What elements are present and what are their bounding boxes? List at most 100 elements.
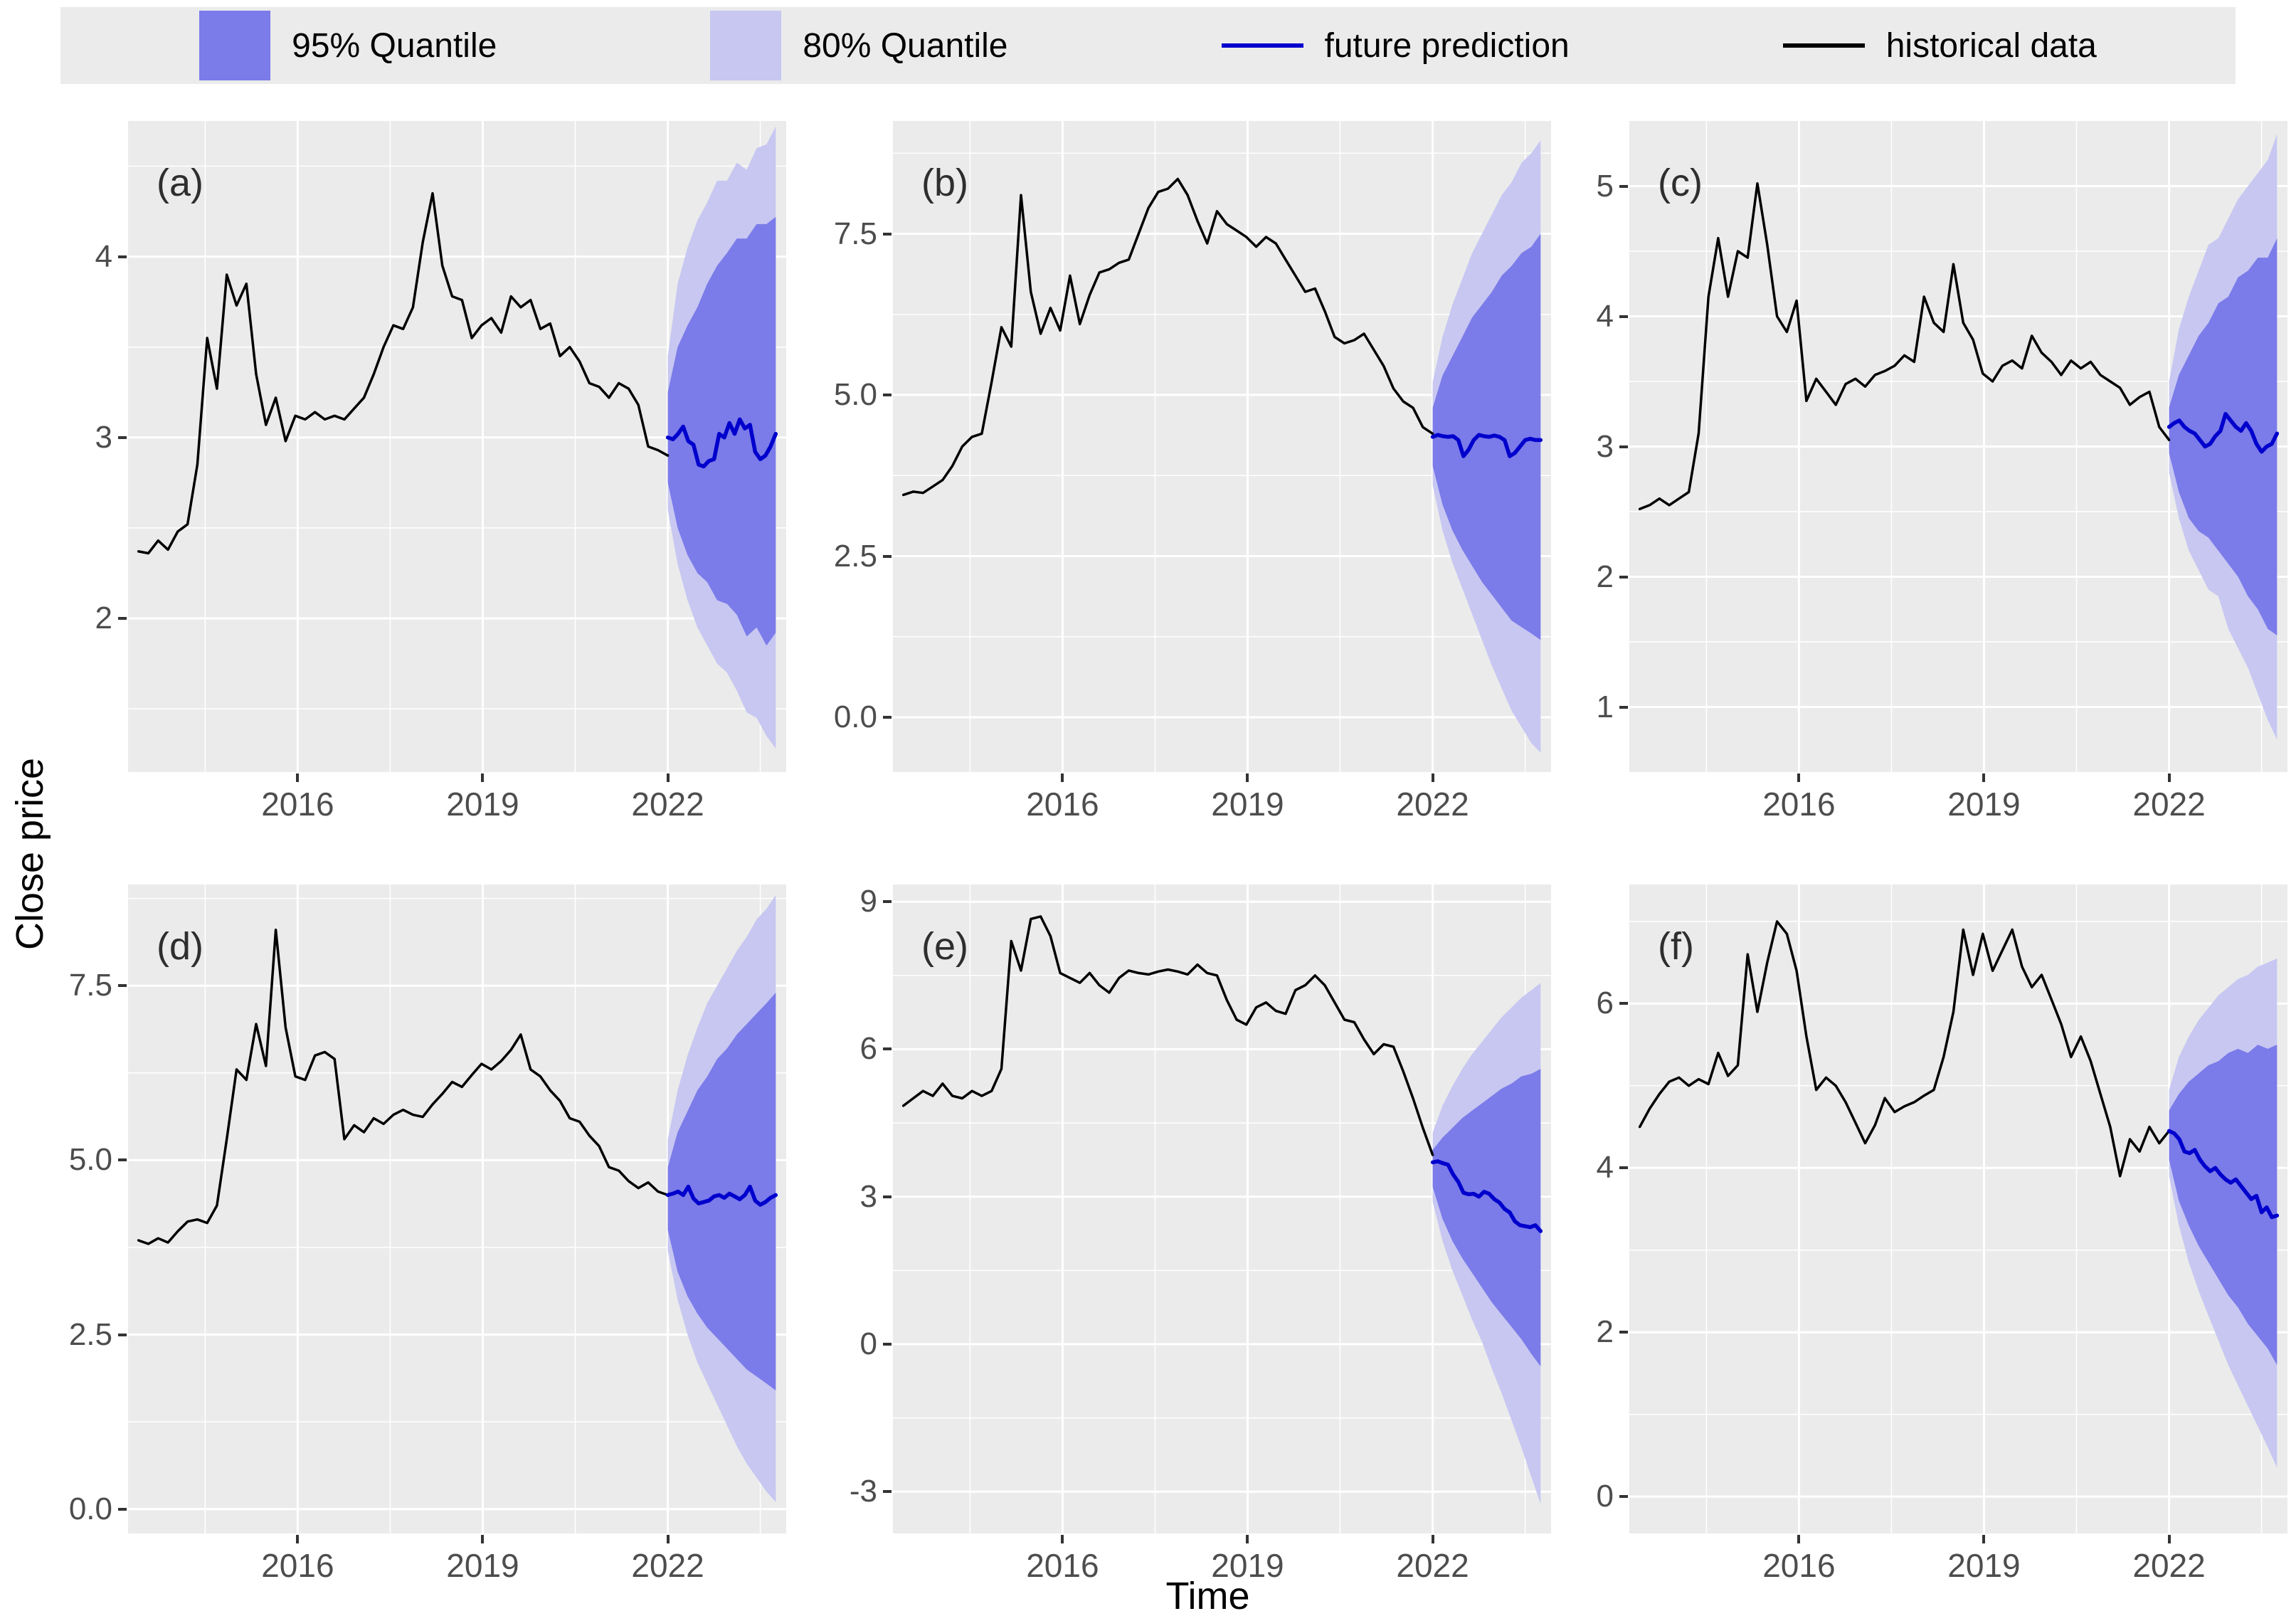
x-tick-label: 2019 bbox=[1211, 786, 1284, 823]
y-tick-mark bbox=[1619, 705, 1628, 709]
x-tick-mark bbox=[1061, 773, 1064, 782]
x-tick-label: 2019 bbox=[446, 1547, 519, 1584]
x-tick-label: 2016 bbox=[1762, 786, 1836, 823]
x-tick-label: 2022 bbox=[631, 786, 704, 823]
y-tick-label: 7.5 bbox=[68, 968, 112, 1003]
y-tick-mark bbox=[1619, 315, 1628, 318]
panel-a-plot: (a) bbox=[128, 121, 786, 772]
panel-c-plot: (c) bbox=[1629, 121, 2287, 772]
legend-label-historical-data: historical data bbox=[1885, 26, 2097, 65]
panel-f: (f) 0 2 4 6 2016 2019 2022 bbox=[1572, 885, 2287, 1601]
quantile-95-band bbox=[667, 216, 776, 646]
panel-f-plot: (f) bbox=[1629, 885, 2287, 1533]
y-tick-label: 0.0 bbox=[833, 699, 877, 734]
future-prediction-line-icon bbox=[1221, 43, 1303, 48]
y-tick-label: 2 bbox=[1596, 559, 1614, 594]
y-tick-label: 2 bbox=[1596, 1314, 1614, 1350]
x-tick-mark bbox=[1061, 1535, 1064, 1543]
legend-bar: 95% Quantile 80% Quantile future predict… bbox=[60, 7, 2236, 84]
y-tick-mark bbox=[883, 900, 892, 904]
x-tick-label: 2016 bbox=[1026, 786, 1099, 823]
panel-letter-label: (a) bbox=[157, 162, 203, 204]
future-prediction-line bbox=[665, 1184, 778, 1207]
x-tick-mark bbox=[2167, 773, 2171, 782]
y-tick-label: 5 bbox=[1596, 168, 1614, 204]
x-tick-mark bbox=[296, 1535, 300, 1543]
y-tick-label: 4 bbox=[1596, 298, 1614, 334]
y-tick-label: 5.0 bbox=[833, 377, 877, 413]
y-tick-label: 0.0 bbox=[68, 1491, 112, 1526]
panel-d-plot: (d) bbox=[128, 885, 786, 1533]
panel-c: (c) 1 2 3 4 5 2016 2019 2022 bbox=[1572, 121, 2287, 840]
y-tick-mark bbox=[118, 435, 127, 439]
y-tick-mark bbox=[118, 255, 127, 258]
x-tick-label: 2022 bbox=[1396, 786, 1469, 823]
y-tick-mark bbox=[1619, 1002, 1628, 1005]
historical-data-line bbox=[137, 191, 670, 555]
x-tick-label: 2022 bbox=[2132, 1547, 2206, 1584]
y-tick-label: 3 bbox=[95, 419, 112, 455]
y-tick-label: 9 bbox=[859, 884, 877, 919]
y-tick-mark bbox=[883, 1490, 892, 1494]
y-tick-mark bbox=[883, 394, 892, 397]
y-tick-label: 3 bbox=[859, 1178, 877, 1214]
y-tick-mark bbox=[883, 715, 892, 719]
historical-data-line bbox=[901, 915, 1434, 1156]
x-tick-mark bbox=[1246, 773, 1249, 782]
y-tick-mark bbox=[1619, 184, 1628, 188]
y-tick-label: 4 bbox=[95, 238, 112, 274]
y-tick-label: 4 bbox=[1596, 1150, 1614, 1186]
legend-item-historical-data: historical data bbox=[1782, 26, 2097, 65]
y-tick-mark bbox=[1619, 445, 1628, 448]
x-tick-mark bbox=[1431, 1535, 1434, 1543]
panel-e-plot: (e) bbox=[893, 885, 1551, 1533]
y-tick-mark bbox=[118, 616, 127, 620]
historical-data-line bbox=[901, 177, 1434, 497]
y-tick-label: 0 bbox=[859, 1326, 877, 1361]
historical-data-line bbox=[1638, 920, 2171, 1178]
x-tick-label: 2022 bbox=[2132, 786, 2206, 823]
y-tick-mark bbox=[883, 232, 892, 236]
y-tick-label: 6 bbox=[1596, 986, 1614, 1021]
y-tick-mark bbox=[883, 1343, 892, 1346]
quantile-80-swatch-icon bbox=[710, 11, 782, 80]
panel-letter-label: (d) bbox=[157, 925, 203, 968]
y-tick-label: 2 bbox=[95, 600, 112, 635]
legend-item-quantile-80: 80% Quantile bbox=[710, 11, 1008, 80]
quantile-95-swatch-icon bbox=[199, 11, 271, 80]
future-prediction-line bbox=[1430, 1159, 1543, 1233]
historical-data-line bbox=[1638, 182, 2171, 511]
y-tick-mark bbox=[118, 1507, 127, 1511]
y-tick-mark bbox=[118, 984, 127, 988]
quantile-95-band bbox=[2169, 1045, 2278, 1366]
x-tick-mark bbox=[1246, 1535, 1249, 1543]
x-tick-label: 2019 bbox=[1211, 1547, 1284, 1584]
future-prediction-line bbox=[665, 417, 778, 469]
y-tick-mark bbox=[883, 1195, 892, 1198]
y-tick-label: 2.5 bbox=[833, 538, 877, 574]
x-axis-title: Time bbox=[1165, 1575, 1250, 1617]
x-tick-mark bbox=[481, 1535, 485, 1543]
panel-b-plot: (b) bbox=[893, 121, 1551, 772]
x-tick-mark bbox=[666, 773, 670, 782]
x-tick-mark bbox=[2167, 1535, 2171, 1543]
y-tick-label: 0 bbox=[1596, 1479, 1614, 1514]
panel-b: (b) 0.0 2.5 5.0 7.5 2016 2019 2022 bbox=[808, 121, 1551, 840]
x-tick-label: 2016 bbox=[261, 786, 334, 823]
y-axis-title: Close price bbox=[9, 757, 51, 951]
x-tick-label: 2016 bbox=[261, 1547, 334, 1584]
x-tick-mark bbox=[296, 773, 300, 782]
quantile-95-band bbox=[667, 993, 776, 1390]
quantile-95-band bbox=[2169, 238, 2278, 635]
y-tick-label: 7.5 bbox=[833, 216, 877, 251]
y-tick-mark bbox=[1619, 575, 1628, 579]
y-tick-mark bbox=[118, 1158, 127, 1162]
panel-letter-label: (b) bbox=[921, 162, 968, 204]
y-tick-mark bbox=[883, 554, 892, 558]
x-tick-label: 2019 bbox=[446, 786, 519, 823]
legend-item-quantile-95: 95% Quantile bbox=[199, 11, 497, 80]
panel-a: (a) 2 3 4 2016 2019 2022 bbox=[60, 121, 786, 840]
x-tick-mark bbox=[1797, 773, 1801, 782]
y-tick-label: 2.5 bbox=[68, 1316, 112, 1352]
panel-letter-label: (f) bbox=[1658, 925, 1694, 968]
